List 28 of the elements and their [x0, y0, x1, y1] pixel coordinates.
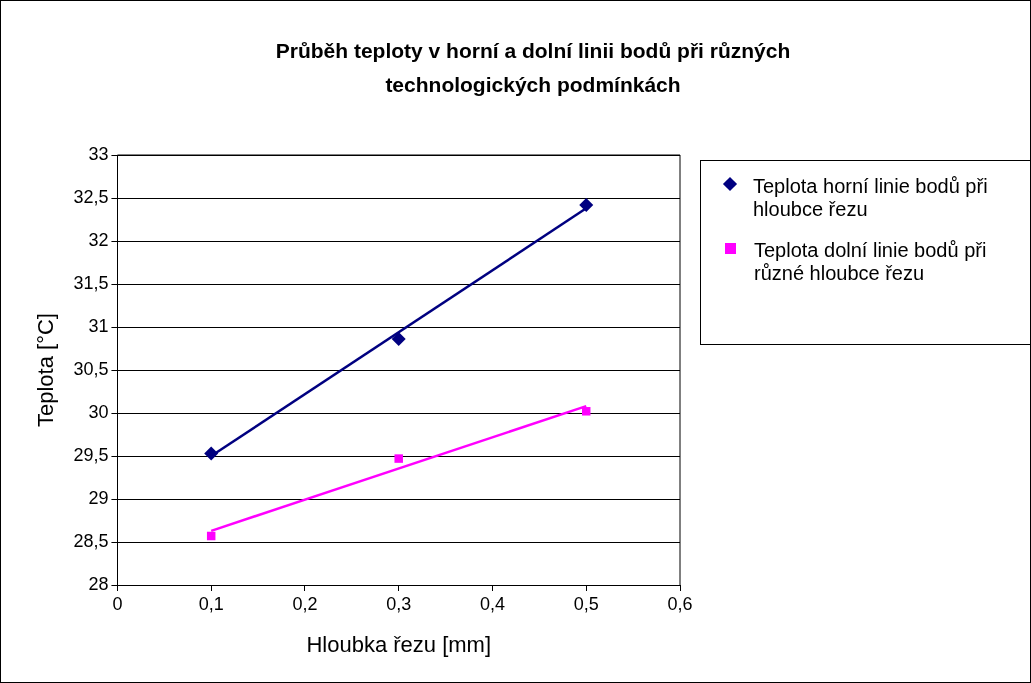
chart-title: Průběh teploty v horní a dolní linii bodů při různých technologických podmínkách	[274, 38, 792, 98]
y-tick-label: 32,5	[73, 186, 109, 207]
x-tick-label: 0,3	[386, 593, 412, 614]
y-tick-label: 30	[88, 401, 109, 422]
x-tick-label: 0,1	[198, 593, 224, 614]
x-axis-title: Hloubka řezu [mm]	[306, 631, 492, 657]
point	[204, 446, 219, 461]
point	[582, 407, 591, 416]
y-tick-label: 31	[88, 315, 109, 336]
y-tick-label: 30,5	[73, 358, 109, 379]
y-tick-label: 33	[88, 143, 109, 164]
x-tick-label: 0,5	[573, 593, 599, 614]
y-tick-label: 32	[88, 229, 109, 250]
legend-label: Teplota horní linie bodů při hloubce řezu	[753, 175, 989, 221]
x-tick-label: 0,6	[667, 593, 693, 614]
y-tick-label: 31,5	[73, 272, 109, 293]
y-tick-label: 29	[88, 487, 109, 508]
y-axis-title: Teplota [°C]	[33, 313, 59, 427]
x-tick-label: 0,2	[292, 593, 318, 614]
y-tick-label: 28	[88, 573, 109, 594]
point	[391, 332, 406, 347]
y-tick-label: 28,5	[73, 530, 109, 551]
x-tick-label: 0,4	[479, 593, 505, 614]
point	[394, 454, 403, 463]
x-tick-label: 0	[112, 593, 123, 614]
y-tick-label: 29,5	[73, 444, 109, 465]
legend-label: Teplota dolní linie bodů při různé hloubce řezu	[754, 239, 988, 285]
point	[579, 197, 594, 212]
